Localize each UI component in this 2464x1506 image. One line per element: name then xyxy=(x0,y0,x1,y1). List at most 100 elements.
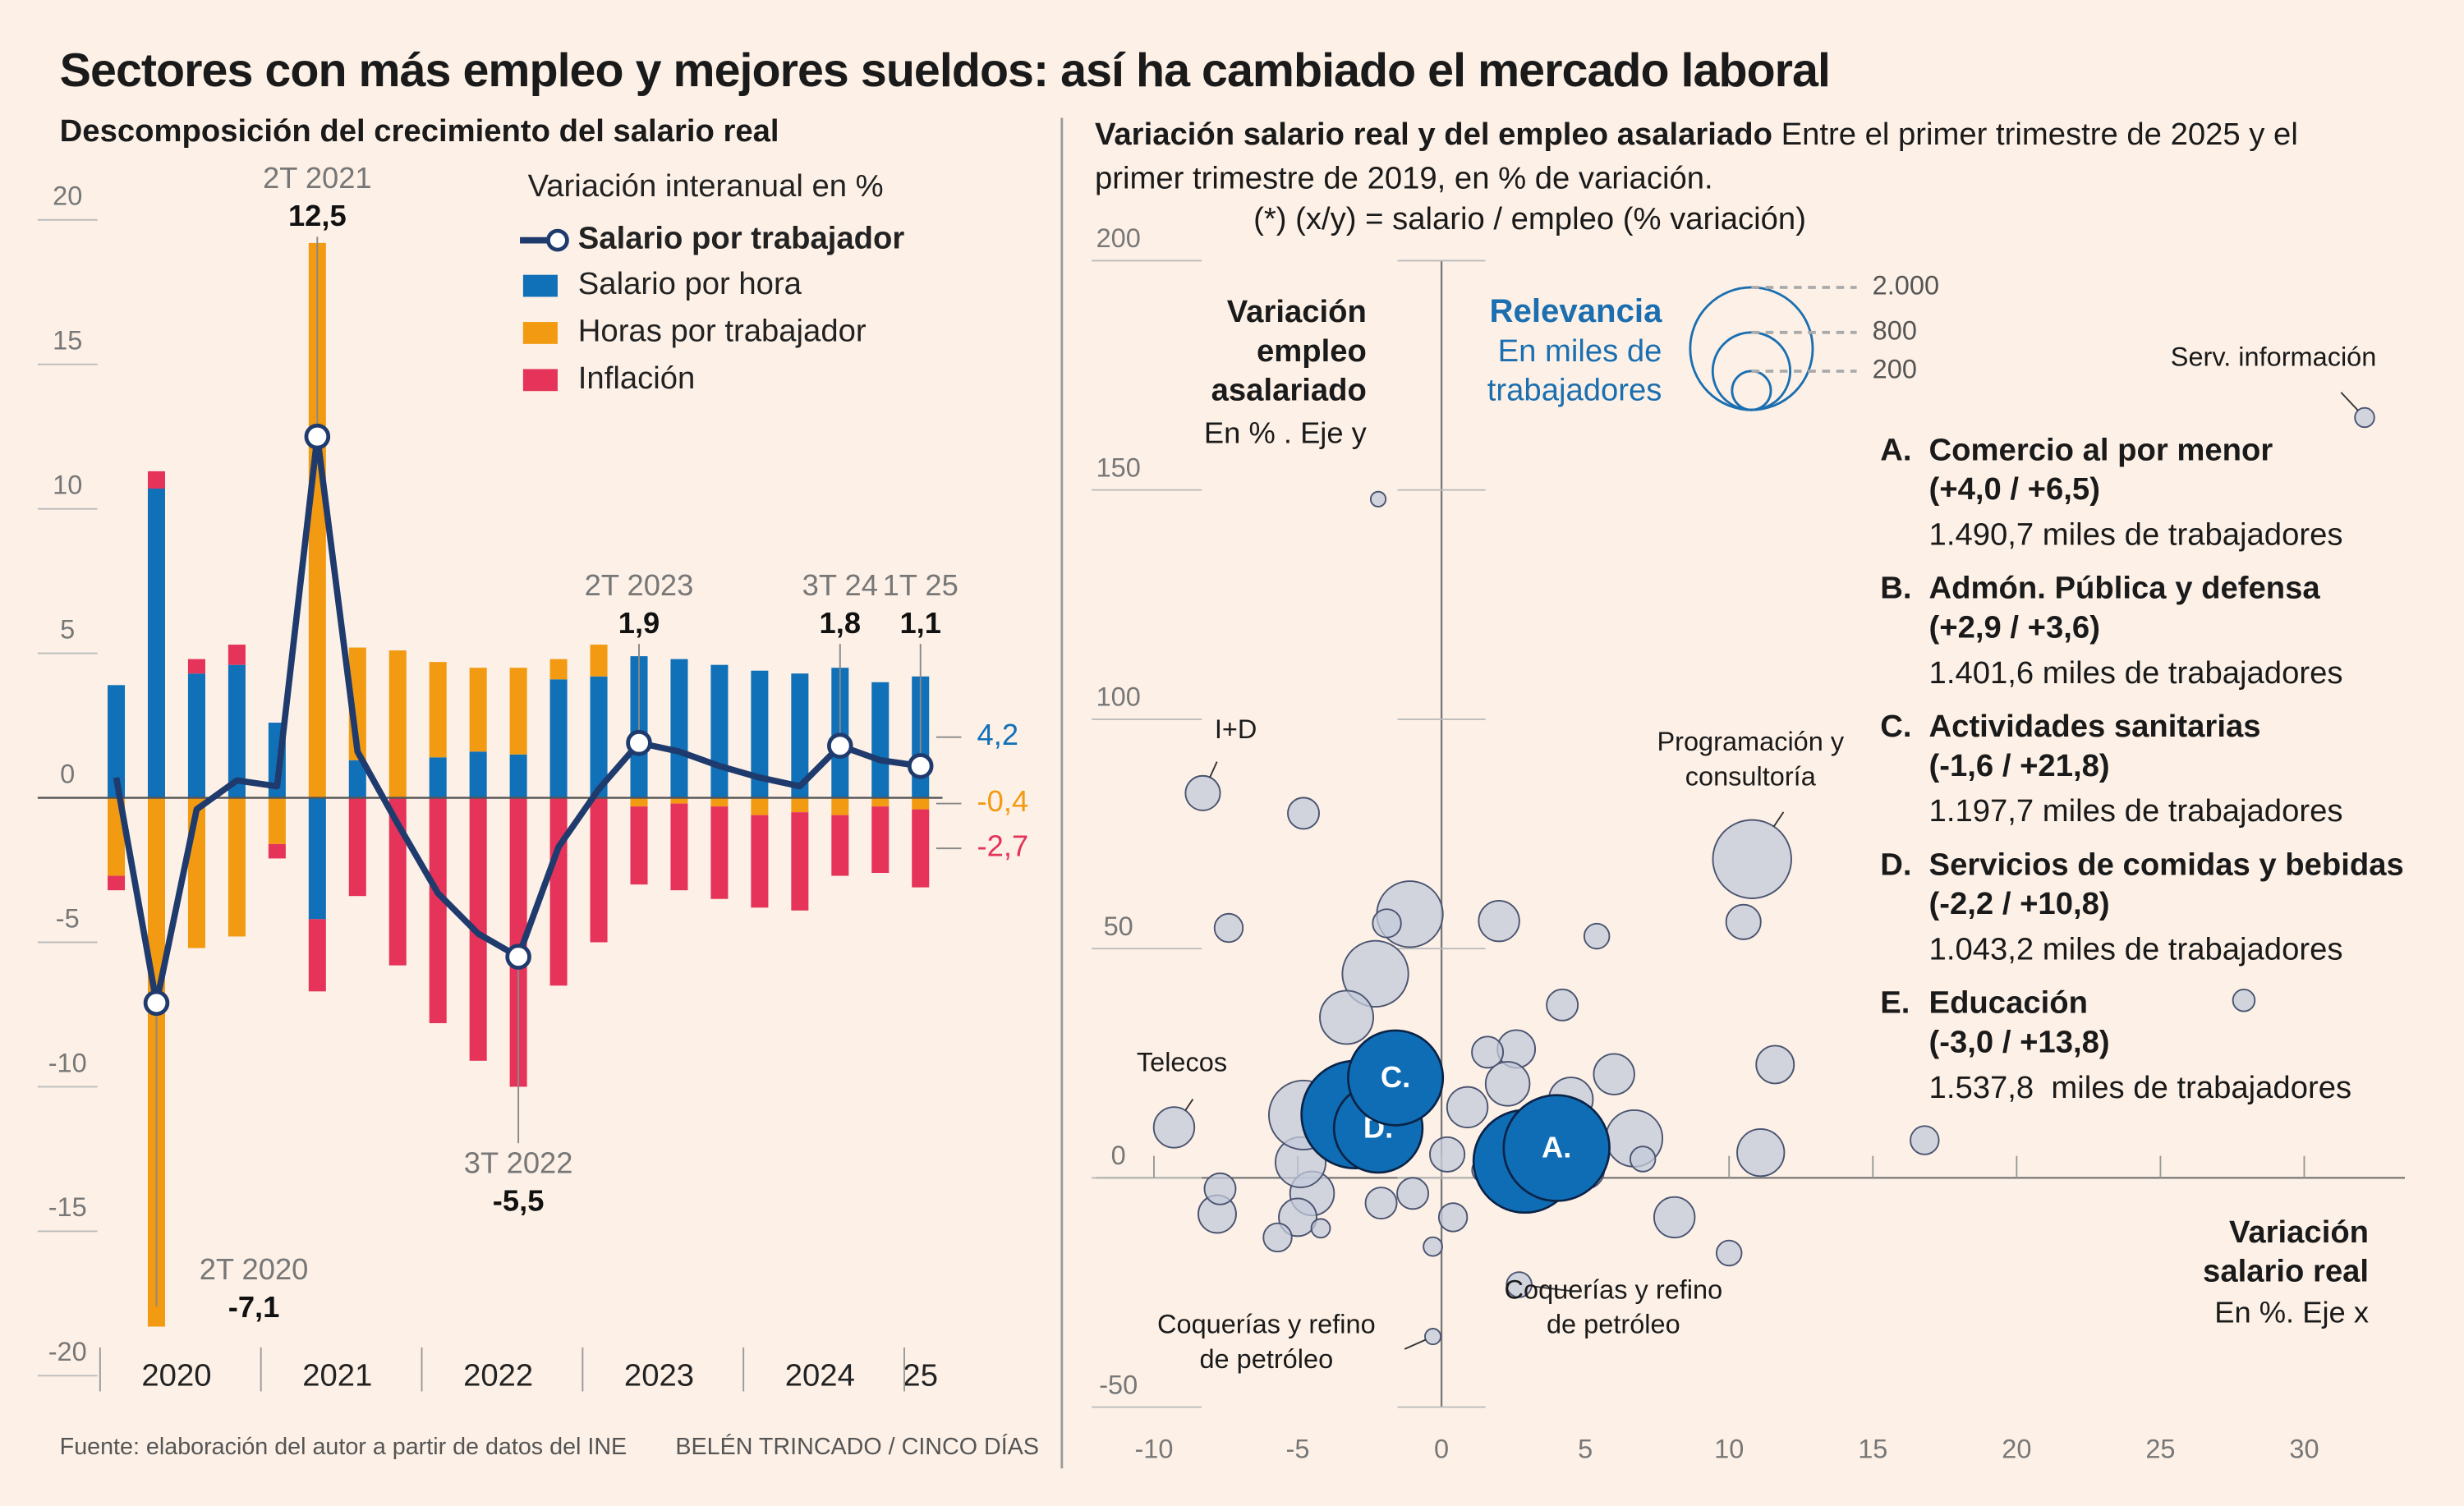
bubble-letter: A. xyxy=(1542,1131,1571,1164)
x-tick-label: -5 xyxy=(1286,1435,1310,1464)
y-axis-title: Variación empleo asalariado xyxy=(1211,295,1367,409)
bubble xyxy=(1429,1136,1466,1173)
y-tick-label: 20 xyxy=(53,181,82,211)
source: Fuente: elaboración del autor a partir d… xyxy=(59,1434,627,1461)
bar-segment xyxy=(509,754,527,798)
bar-segment xyxy=(228,645,246,665)
bubble-label: Coquerías y refino de petróleo xyxy=(1157,1310,1376,1375)
bubble-label-leader xyxy=(2340,392,2359,411)
x-group-label: 2020 xyxy=(141,1357,211,1393)
chart-heading: Variación salario real y del empleo asal… xyxy=(1095,113,2351,201)
bubble xyxy=(1471,1035,1505,1069)
size-legend-circle xyxy=(1731,370,1772,411)
bubble-label: I+D xyxy=(1214,714,1257,745)
bar-segment xyxy=(590,676,608,798)
point-label: 2T 2021 xyxy=(263,161,372,195)
x-group-label: 2022 xyxy=(463,1357,533,1393)
x-group-label: 2023 xyxy=(624,1357,694,1393)
bar-segment xyxy=(630,806,648,885)
highlight-name: Educación xyxy=(1928,986,2088,1022)
chart-title: Variación salario real y del empleo asal… xyxy=(1095,117,1772,153)
bar-segment xyxy=(509,668,527,755)
chart-subtitle: Entre el primer trimestre de 2025 y el p… xyxy=(1095,117,2298,197)
bar-segment xyxy=(710,806,729,899)
bar-segment xyxy=(147,471,166,489)
bubble xyxy=(1725,903,1762,940)
bar-segment xyxy=(670,803,688,891)
bubble xyxy=(1712,819,1792,899)
bubble xyxy=(1755,1045,1795,1085)
highlight-letter: A. xyxy=(1880,433,1912,468)
highlight-bubble xyxy=(1502,1094,1611,1202)
x-tick-label: 25 xyxy=(2145,1435,2175,1464)
line-marker xyxy=(907,753,934,779)
point-value-label: -7,1 xyxy=(228,1290,280,1324)
bubble xyxy=(1484,1061,1531,1107)
bubble xyxy=(1653,1196,1696,1239)
bubble-label-leader xyxy=(1404,1338,1427,1350)
bar-segment xyxy=(549,679,568,798)
bubble-label-leader xyxy=(1531,1285,1571,1292)
y-tick-label: 100 xyxy=(1096,682,1141,712)
bar-segment xyxy=(791,797,809,813)
point-value-label: 1,9 xyxy=(618,606,660,640)
legend-swatch xyxy=(522,322,558,344)
size-legend-label: 2.000 xyxy=(1873,271,1939,301)
bubble xyxy=(1593,1053,1635,1095)
highlight-workers: 1.197,7 miles de trabajadores xyxy=(1928,794,2343,829)
bar-segment xyxy=(590,797,608,943)
y-tick-label: -15 xyxy=(48,1192,87,1222)
point-label: 2T 2020 xyxy=(200,1252,309,1286)
y-axis-note: En % . Eje y xyxy=(1203,417,1367,451)
bubble xyxy=(1446,1086,1489,1129)
bubble xyxy=(1319,989,1375,1045)
bar-segment xyxy=(912,809,930,888)
point-value-label: 12,5 xyxy=(288,199,347,232)
line-marker xyxy=(626,729,652,756)
bubble xyxy=(1369,490,1387,507)
bar-segment xyxy=(912,797,930,810)
size-legend-subtitle: En miles de trabajadores xyxy=(1487,334,1662,409)
bubble xyxy=(1629,1146,1657,1173)
x-tick-label: 15 xyxy=(1858,1435,1887,1464)
bar-segment xyxy=(710,664,729,798)
x-tick-label: 10 xyxy=(1714,1435,1744,1464)
y-tick-label: -20 xyxy=(48,1337,87,1366)
bubble xyxy=(1203,1172,1237,1205)
highlight-letter: C. xyxy=(1880,709,1912,745)
bubble xyxy=(1478,899,1520,943)
bar-segment xyxy=(469,668,487,752)
y-tick-label: -5 xyxy=(56,903,80,933)
legend-swatch xyxy=(522,369,558,392)
bubble xyxy=(1910,1125,1940,1155)
point-value-label: -5,5 xyxy=(493,1184,545,1218)
bar-segment xyxy=(871,682,890,798)
x-tick-label: 5 xyxy=(1578,1435,1593,1464)
size-legend-label: 200 xyxy=(1873,355,1917,384)
bubble-label-leader xyxy=(1209,761,1218,778)
size-legend-circle xyxy=(1689,286,1814,411)
bar-segment xyxy=(308,919,326,992)
value-label: -2,7 xyxy=(977,829,1029,863)
bubble-label-leader xyxy=(1772,811,1785,828)
highlight-values: (-2,2 / +10,8) xyxy=(1928,887,2110,922)
size-legend-title: Relevancia xyxy=(1489,293,1662,330)
legend-label: Salario por hora xyxy=(578,266,802,301)
bar-segment xyxy=(429,797,447,1024)
bubble xyxy=(1287,797,1320,830)
point-label: 1T 25 xyxy=(883,568,958,602)
bar-segment xyxy=(228,797,246,937)
bubble-letter: C. xyxy=(1381,1060,1410,1094)
y-tick-label: 150 xyxy=(1096,452,1141,482)
bubble-label: Programación y consultoría xyxy=(1657,727,1845,792)
bubble-label: Serv. información xyxy=(2170,342,2377,372)
bar-segment xyxy=(268,843,286,859)
size-legend-label: 800 xyxy=(1873,315,1917,345)
highlight-name: Comercio al por menor xyxy=(1928,433,2273,468)
point-label: 3T 24 xyxy=(802,568,878,602)
chart-title: Descomposición del crecimiento del salar… xyxy=(59,114,779,149)
bar-segment xyxy=(429,662,447,758)
bubble-label-leader xyxy=(1184,1098,1194,1111)
